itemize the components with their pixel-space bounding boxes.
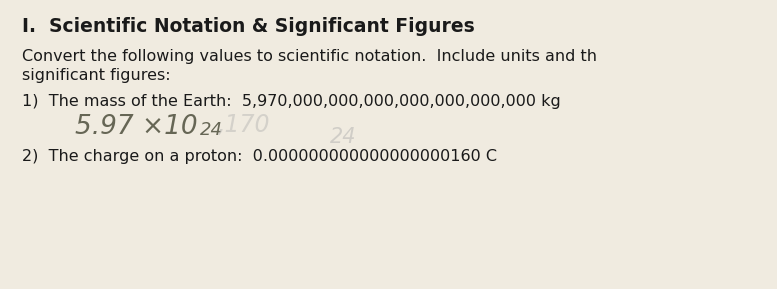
Text: I.  Scientific Notation & Significant Figures: I. Scientific Notation & Significant Fig… (22, 17, 475, 36)
Text: 24: 24 (200, 121, 223, 139)
Text: 2)  The charge on a proton:  0.000000000000000000160 C: 2) The charge on a proton: 0.00000000000… (22, 149, 497, 164)
Text: 24: 24 (330, 127, 357, 147)
Text: 5.97 ×10: 5.97 ×10 (75, 114, 197, 140)
Text: significant figures:: significant figures: (22, 68, 171, 83)
Text: Convert the following values to scientific notation.  Include units and th: Convert the following values to scientif… (22, 49, 597, 64)
Text: 1)  The mass of the Earth:  5,970,000,000,000,000,000,000,000 kg: 1) The mass of the Earth: 5,970,000,000,… (22, 94, 561, 109)
Text: ,170: ,170 (218, 113, 270, 137)
